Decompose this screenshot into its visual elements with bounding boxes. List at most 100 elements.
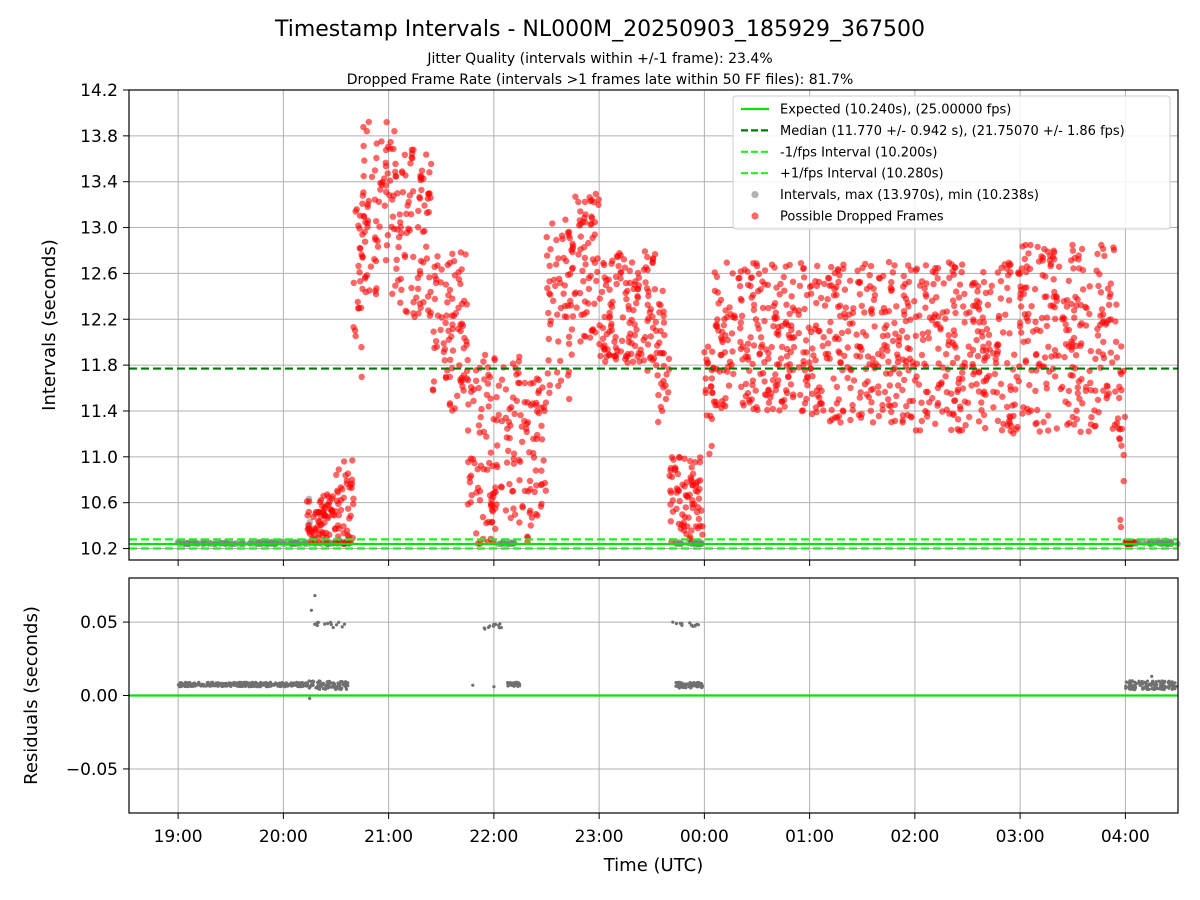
dropped-frame-point: [786, 310, 793, 317]
dropped-frame-point: [775, 361, 783, 368]
dropped-frame-point: [622, 355, 629, 363]
dropped-frame-point: [756, 350, 764, 357]
residual-point: [315, 623, 319, 628]
dropped-frame-point: [357, 278, 364, 285]
dropped-frame-point: [618, 337, 626, 344]
dropped-frame-point: [1051, 347, 1059, 354]
dropped-frame-point: [784, 373, 792, 380]
dropped-frame-point: [1024, 317, 1032, 325]
dropped-frame-point: [826, 355, 833, 362]
residual-point: [273, 682, 277, 686]
dropped-frame-point: [1074, 384, 1082, 391]
dropped-frame-point: [347, 512, 354, 519]
dropped-frame-point: [821, 302, 829, 309]
dropped-frame-point: [446, 400, 454, 407]
dropped-frame-point: [836, 312, 844, 320]
residual-point: [514, 681, 518, 685]
residual-point: [344, 683, 348, 687]
dropped-frame-point: [568, 326, 576, 333]
dropped-frame-point: [416, 194, 423, 201]
dropped-frame-point: [360, 189, 367, 196]
dropped-frame-point: [820, 407, 827, 414]
dropped-frame-point: [544, 370, 551, 377]
dropped-frame-point: [587, 197, 594, 205]
dropped-frame-point: [661, 331, 668, 339]
dropped-frame-point: [631, 342, 639, 349]
dropped-frame-point: [421, 202, 428, 209]
dropped-frame-point: [993, 342, 1000, 350]
dropped-frame-point: [401, 151, 408, 158]
dropped-frame-point: [382, 257, 390, 264]
dropped-frame-point: [980, 411, 988, 419]
dropped-frame-point: [555, 255, 562, 262]
dropped-frame-point: [644, 317, 651, 325]
dropped-frame-point: [974, 282, 982, 290]
dropped-frame-point: [855, 411, 863, 419]
dropped-frame-point: [442, 374, 450, 382]
dropped-frame-point: [913, 360, 921, 367]
dropped-frame-point: [585, 239, 592, 247]
dropped-frame-point: [491, 355, 498, 362]
dropped-frame-point: [559, 235, 566, 243]
dropped-frame-point: [973, 336, 980, 344]
dropped-frame-point: [1018, 303, 1025, 310]
dropped-frame-point: [778, 398, 785, 405]
dropped-frame-point: [1034, 406, 1041, 414]
dropped-frame-point: [956, 403, 964, 410]
dropped-frame-point: [565, 333, 573, 340]
dropped-frame-point: [473, 530, 480, 537]
dropped-frame-point: [334, 522, 342, 529]
dropped-frame-point: [451, 405, 458, 412]
dropped-frame-point: [432, 338, 440, 345]
residual-point: [330, 681, 334, 685]
dropped-frame-point: [709, 389, 716, 397]
dropped-frame-point: [706, 450, 713, 457]
dropped-frame-point: [1042, 273, 1049, 280]
dropped-frame-point: [749, 360, 756, 368]
dropped-frame-point: [532, 467, 539, 474]
dropped-frame-point: [772, 309, 780, 316]
dropped-frame-point: [856, 291, 863, 298]
dropped-frame-point: [1097, 312, 1104, 319]
dropped-frame-point: [1104, 285, 1112, 292]
dropped-frame-point: [542, 487, 549, 494]
dropped-frame-point: [990, 404, 997, 411]
dropped-frame-point: [969, 346, 977, 354]
dropped-frame-point: [880, 304, 888, 312]
dropped-frame-point: [371, 256, 378, 263]
dropped-frame-point: [659, 407, 666, 414]
dropped-frame-point: [984, 301, 992, 309]
dropped-frame-point: [978, 407, 985, 414]
dropped-frame-point: [530, 379, 537, 386]
dropped-frame-point: [1112, 338, 1120, 345]
dropped-frame-point: [985, 331, 993, 338]
dropped-frame-point: [1071, 314, 1078, 321]
dropped-frame-point: [359, 200, 366, 207]
dropped-frame-point: [725, 382, 733, 389]
residual-point: [316, 680, 320, 685]
dropped-frame-point: [943, 389, 951, 396]
dropped-frame-point: [430, 378, 438, 385]
dropped-frame-point: [853, 331, 860, 338]
dropped-frame-point: [758, 344, 765, 351]
dropped-frame-point: [431, 272, 439, 280]
dropped-frame-point: [339, 486, 346, 493]
dropped-frame-point: [537, 503, 545, 510]
dropped-frame-point: [875, 389, 882, 397]
dropped-frame-point: [665, 355, 673, 362]
dropped-frame-point: [781, 403, 788, 410]
dropped-frame-point: [999, 329, 1007, 336]
dropped-frame-point: [1017, 294, 1024, 302]
dropped-frame-point: [777, 280, 784, 288]
dropped-frame-point: [1005, 272, 1012, 279]
dropped-frame-point: [935, 381, 943, 388]
dropped-frame-point: [903, 334, 911, 341]
dropped-frame-point: [517, 412, 524, 419]
dropped-frame-point: [1087, 379, 1094, 386]
dropped-frame-point: [609, 298, 616, 305]
dropped-frame-point: [791, 307, 798, 314]
dropped-frame-point: [776, 291, 783, 298]
dropped-frame-point: [1106, 293, 1113, 300]
dropped-frame-point: [651, 286, 659, 293]
dropped-frame-point: [809, 373, 816, 380]
